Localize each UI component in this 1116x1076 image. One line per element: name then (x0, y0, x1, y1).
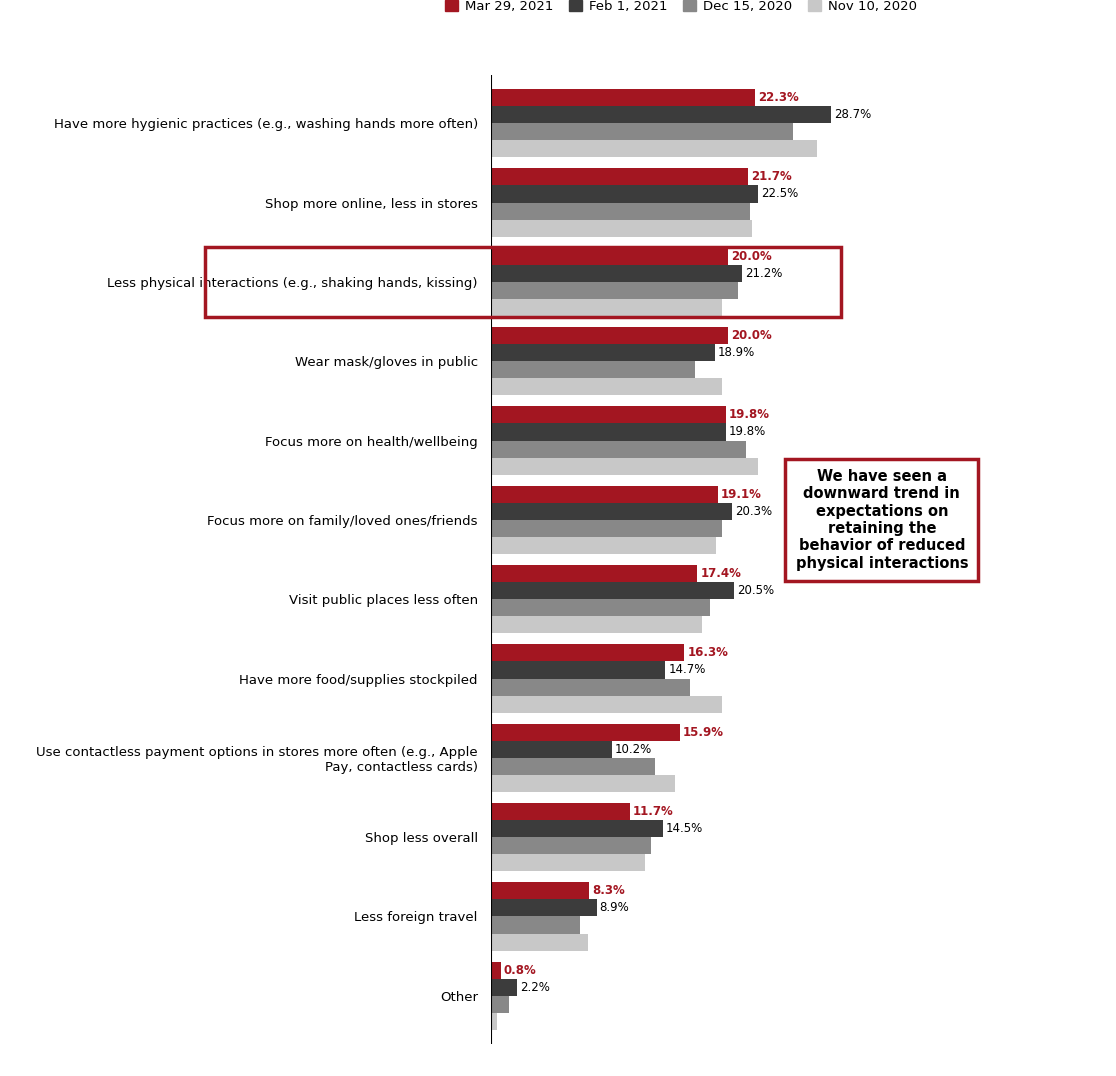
Text: 8.3%: 8.3% (593, 884, 625, 897)
Bar (491, 265, 742, 282)
Bar (491, 617, 702, 634)
Text: 19.8%: 19.8% (729, 425, 766, 439)
Bar (491, 679, 690, 695)
Text: 17.4%: 17.4% (701, 567, 741, 580)
Bar (491, 882, 589, 900)
Bar (491, 485, 718, 502)
Bar (491, 775, 675, 792)
Bar (491, 758, 655, 775)
Bar (491, 934, 588, 951)
Legend: Mar 29, 2021, Feb 1, 2021, Dec 15, 2020, Nov 10, 2020: Mar 29, 2021, Feb 1, 2021, Dec 15, 2020,… (440, 0, 922, 18)
Bar (491, 140, 817, 157)
Bar (491, 582, 734, 599)
Text: 8.9%: 8.9% (599, 902, 629, 915)
Bar (491, 995, 509, 1013)
Bar (491, 89, 756, 107)
Bar (491, 362, 695, 379)
Text: 22.5%: 22.5% (761, 187, 798, 200)
Bar (491, 740, 612, 758)
Bar (491, 168, 749, 185)
Bar (491, 695, 722, 712)
Bar (491, 379, 722, 395)
Text: 14.5%: 14.5% (666, 822, 703, 835)
Text: We have seen a
downward trend in
expectations on
retaining the
behavior of reduc: We have seen a downward trend in expecta… (796, 469, 969, 571)
Bar (491, 407, 725, 424)
Bar (491, 185, 758, 202)
Bar (491, 424, 725, 440)
Text: 14.7%: 14.7% (668, 664, 705, 677)
Text: 10.2%: 10.2% (615, 742, 652, 755)
Text: 11.7%: 11.7% (633, 805, 673, 818)
Bar (491, 900, 597, 917)
Text: 19.1%: 19.1% (721, 487, 761, 500)
Bar (491, 803, 629, 820)
Text: 21.7%: 21.7% (751, 170, 792, 183)
Bar (491, 107, 831, 124)
Text: 20.0%: 20.0% (731, 250, 772, 263)
Text: 0.8%: 0.8% (503, 964, 537, 977)
Bar (491, 299, 722, 316)
Bar (491, 440, 745, 457)
Bar (491, 457, 758, 475)
Bar (491, 327, 729, 344)
Bar (491, 220, 752, 237)
Bar (491, 645, 684, 662)
Bar (491, 537, 716, 554)
Text: 28.7%: 28.7% (835, 109, 872, 122)
Text: 21.2%: 21.2% (745, 267, 782, 280)
Bar (491, 599, 711, 617)
Bar (491, 917, 580, 934)
Bar (491, 344, 715, 362)
Bar (491, 837, 651, 854)
Text: 22.3%: 22.3% (759, 91, 799, 104)
Bar (491, 962, 500, 979)
Bar (491, 520, 722, 537)
Bar (491, 247, 729, 265)
Text: 20.5%: 20.5% (737, 584, 775, 597)
Bar (491, 662, 665, 679)
Text: 15.9%: 15.9% (683, 725, 723, 738)
Bar (491, 1013, 497, 1030)
Text: 19.8%: 19.8% (729, 409, 770, 422)
Bar (491, 502, 732, 520)
Text: 18.9%: 18.9% (718, 346, 756, 359)
Bar (491, 565, 698, 582)
Bar (491, 854, 645, 872)
Text: 20.0%: 20.0% (731, 329, 772, 342)
Bar (491, 724, 680, 740)
Bar (491, 202, 750, 220)
Bar (491, 979, 517, 995)
Bar (491, 282, 738, 299)
Text: 16.3%: 16.3% (687, 647, 728, 660)
Bar (491, 820, 663, 837)
Bar (491, 124, 793, 140)
Text: 20.3%: 20.3% (734, 505, 772, 518)
Text: 2.2%: 2.2% (520, 980, 550, 994)
